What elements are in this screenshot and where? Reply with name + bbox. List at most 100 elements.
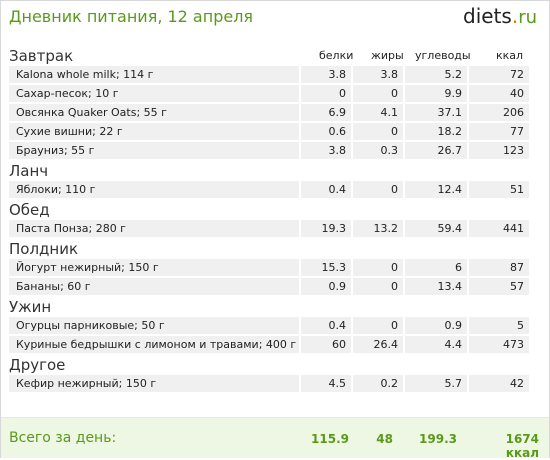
- food-protein: 3.8: [301, 142, 351, 159]
- food-kcal: 42: [469, 375, 529, 392]
- food-row[interactable]: Бананы; 60 г 0.9 0 13.4 57: [1, 277, 549, 296]
- column-header-kcal: ккал: [496, 49, 524, 62]
- food-name: Паста Понза; 280 г: [9, 220, 299, 237]
- food-protein: 60: [301, 336, 351, 353]
- food-protein: 0.6: [301, 123, 351, 140]
- food-kcal: 57: [469, 278, 529, 295]
- food-protein: 4.5: [301, 375, 351, 392]
- daily-total-bar: Всего за день: 115.9 48 199.3 1674 ккал: [1, 417, 549, 460]
- total-protein: 115.9: [311, 432, 349, 446]
- food-row[interactable]: Огурцы парниковые; 50 г 0.4 0 0.9 5: [1, 316, 549, 335]
- food-fat: 0: [353, 123, 403, 140]
- food-name: Kalona whole milk; 114 г: [9, 66, 299, 83]
- food-kcal: 51: [469, 181, 529, 198]
- logo-tld: ru: [518, 7, 537, 28]
- food-row[interactable]: Йогурт нежирный; 150 г 15.3 0 6 87: [1, 258, 549, 277]
- food-carbs: 13.4: [405, 278, 467, 295]
- food-protein: 0.4: [301, 181, 351, 198]
- meal-name: Обед: [9, 201, 50, 219]
- total-fat: 48: [376, 432, 393, 446]
- food-name: Сахар-песок; 10 г: [9, 85, 299, 102]
- food-kcal: 72: [469, 66, 529, 83]
- food-protein: 0.4: [301, 317, 351, 334]
- food-carbs: 37.1: [405, 104, 467, 121]
- diary-table: Завтрак белки жиры углеводы ккал Kalona whole…: [1, 45, 549, 393]
- total-label: Всего за день:: [9, 430, 117, 446]
- food-fat: 3.8: [353, 66, 403, 83]
- header: Дневник питания, 12 апреля diets.ru: [1, 1, 549, 35]
- food-kcal: 123: [469, 142, 529, 159]
- food-name: Сухие вишни; 22 г: [9, 123, 299, 140]
- food-fat: 4.1: [353, 104, 403, 121]
- food-fat: 0: [353, 317, 403, 334]
- food-row[interactable]: Яблоки; 110 г 0.4 0 12.4 51: [1, 180, 549, 199]
- food-protein: 3.8: [301, 66, 351, 83]
- meal-section-header: Другое: [1, 354, 549, 374]
- food-row[interactable]: Куриные бедрышки с лимоном и травами; 40…: [1, 335, 549, 354]
- food-name: Овсянка Quaker Oats; 55 г: [9, 104, 299, 121]
- food-fat: 0.2: [353, 375, 403, 392]
- food-protein: 15.3: [301, 259, 351, 276]
- food-fat: 0: [353, 181, 403, 198]
- food-name: Брауниз; 55 г: [9, 142, 299, 159]
- meal-name: Полдник: [9, 240, 79, 258]
- meal-section-header: Обед: [1, 199, 549, 219]
- column-header-carbs: углеводы: [415, 49, 471, 62]
- food-row[interactable]: Овсянка Quaker Oats; 55 г 6.9 4.1 37.1 206: [1, 103, 549, 122]
- food-carbs: 9.9: [405, 85, 467, 102]
- food-kcal: 40: [469, 85, 529, 102]
- food-fat: 26.4: [353, 336, 403, 353]
- food-name: Бананы; 60 г: [9, 278, 299, 295]
- food-fat: 0: [353, 85, 403, 102]
- food-row[interactable]: Кефир нежирный; 150 г 4.5 0.2 5.7 42: [1, 374, 549, 393]
- food-name: Кефир нежирный; 150 г: [9, 375, 299, 392]
- food-fat: 0: [353, 278, 403, 295]
- food-carbs: 6: [405, 259, 467, 276]
- food-protein: 0: [301, 85, 351, 102]
- food-kcal: 77: [469, 123, 529, 140]
- meal-section-header: Ужин: [1, 296, 549, 316]
- food-row[interactable]: Паста Понза; 280 г 19.3 13.2 59.4 441: [1, 219, 549, 238]
- meal-name: Другое: [9, 356, 66, 374]
- meal-section-header: Полдник: [1, 238, 549, 258]
- food-kcal: 473: [469, 336, 529, 353]
- food-row[interactable]: Сухие вишни; 22 г 0.6 0 18.2 77: [1, 122, 549, 141]
- food-protein: 6.9: [301, 104, 351, 121]
- food-carbs: 4.4: [405, 336, 467, 353]
- food-protein: 0.9: [301, 278, 351, 295]
- food-name: Огурцы парниковые; 50 г: [9, 317, 299, 334]
- meal-name: Завтрак: [9, 47, 74, 65]
- food-carbs: 26.7: [405, 142, 467, 159]
- food-carbs: 5.2: [405, 66, 467, 83]
- meal-section-header: Завтрак белки жиры углеводы ккал: [1, 45, 549, 65]
- food-fat: 13.2: [353, 220, 403, 237]
- column-header-protein: белки: [319, 49, 354, 62]
- food-kcal: 441: [469, 220, 529, 237]
- total-kcal: 1674 ккал: [505, 432, 539, 460]
- food-row[interactable]: Брауниз; 55 г 3.8 0.3 26.7 123: [1, 141, 549, 160]
- food-kcal: 5: [469, 317, 529, 334]
- page-title: Дневник питания, 12 апреля: [9, 7, 254, 26]
- meal-name: Ужин: [9, 298, 52, 316]
- food-carbs: 0.9: [405, 317, 467, 334]
- food-kcal: 87: [469, 259, 529, 276]
- food-protein: 19.3: [301, 220, 351, 237]
- logo-dot: .: [511, 4, 519, 28]
- food-fat: 0: [353, 259, 403, 276]
- food-fat: 0.3: [353, 142, 403, 159]
- logo-main: diets: [463, 4, 512, 28]
- meal-section-header: Ланч: [1, 160, 549, 180]
- column-header-fat: жиры: [371, 49, 404, 62]
- total-carbs: 199.3: [419, 432, 457, 446]
- food-kcal: 206: [469, 104, 529, 121]
- food-name: Йогурт нежирный; 150 г: [9, 259, 299, 276]
- food-name: Куриные бедрышки с лимоном и травами; 40…: [9, 336, 299, 353]
- food-row[interactable]: Сахар-песок; 10 г 0 0 9.9 40: [1, 84, 549, 103]
- food-carbs: 59.4: [405, 220, 467, 237]
- food-carbs: 5.7: [405, 375, 467, 392]
- food-row[interactable]: Kalona whole milk; 114 г 3.8 3.8 5.2 72: [1, 65, 549, 84]
- food-carbs: 12.4: [405, 181, 467, 198]
- food-name: Яблоки; 110 г: [9, 181, 299, 198]
- site-logo[interactable]: diets.ru: [463, 4, 537, 28]
